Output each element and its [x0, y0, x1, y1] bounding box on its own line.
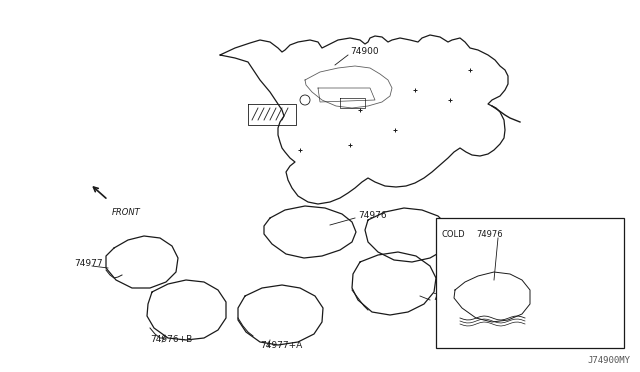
Text: 74976: 74976	[476, 230, 502, 239]
Text: COLD: COLD	[442, 230, 466, 239]
Text: 74900: 74900	[350, 48, 379, 57]
Text: 74976+C: 74976+C	[432, 294, 474, 302]
Text: 74977: 74977	[74, 260, 102, 269]
Text: 74976: 74976	[358, 211, 387, 219]
Text: J74900MY: J74900MY	[587, 356, 630, 365]
Bar	[436, 218, 624, 348]
Text: FRONT: FRONT	[112, 208, 141, 217]
Text: 74976+A: 74976+A	[454, 221, 496, 230]
Text: 74976+B: 74976+B	[150, 336, 192, 344]
Text: 74977+A: 74977+A	[260, 341, 302, 350]
